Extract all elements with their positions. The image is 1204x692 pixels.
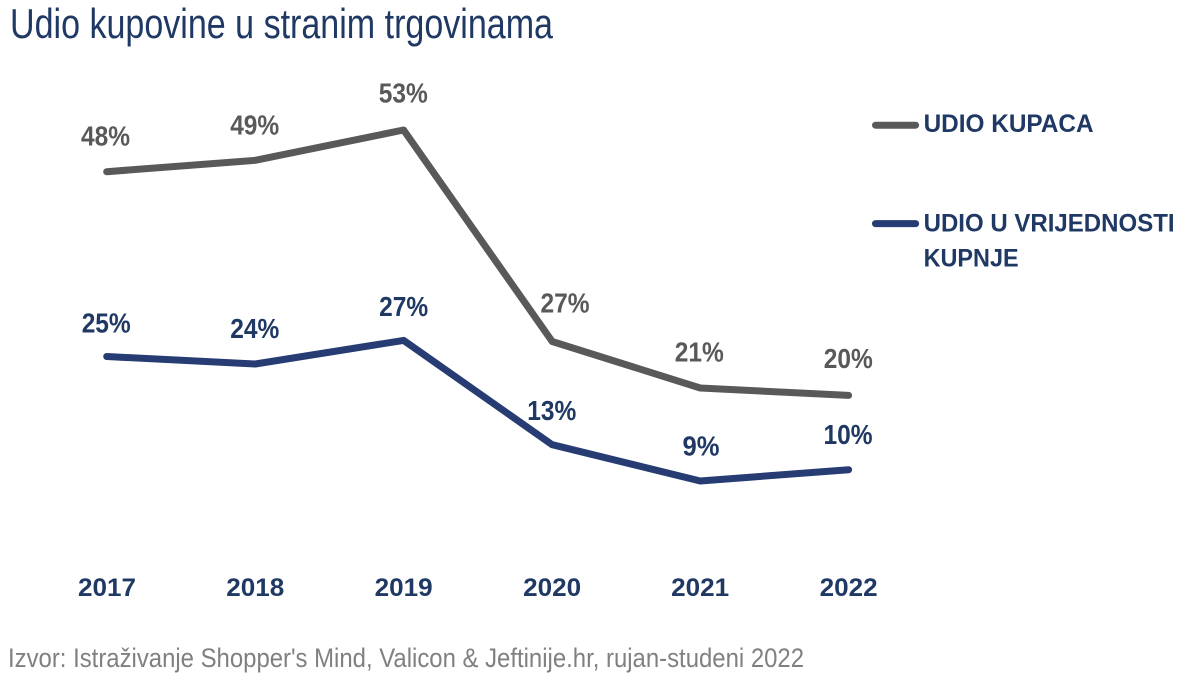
svg-text:20%: 20% bbox=[824, 343, 873, 374]
svg-text:49%: 49% bbox=[230, 110, 279, 141]
svg-text:21%: 21% bbox=[675, 337, 724, 368]
svg-text:UDIO U VRIJEDNOSTI: UDIO U VRIJEDNOSTI bbox=[924, 210, 1175, 238]
svg-text:Izvor: Istraživanje Shopper's: Izvor: Istraživanje Shopper's Mind, Vali… bbox=[8, 643, 804, 673]
svg-text:2020: 2020 bbox=[523, 574, 581, 602]
svg-text:UDIO KUPACA: UDIO KUPACA bbox=[924, 110, 1094, 138]
svg-text:24%: 24% bbox=[230, 313, 279, 344]
svg-text:27%: 27% bbox=[541, 288, 590, 319]
svg-text:53%: 53% bbox=[379, 77, 428, 108]
svg-text:2022: 2022 bbox=[820, 574, 878, 602]
svg-text:25%: 25% bbox=[82, 308, 131, 339]
svg-text:KUPNJE: KUPNJE bbox=[924, 244, 1019, 272]
svg-text:2021: 2021 bbox=[671, 574, 729, 602]
svg-text:9%: 9% bbox=[683, 430, 720, 461]
svg-text:2017: 2017 bbox=[78, 574, 136, 602]
svg-text:10%: 10% bbox=[824, 419, 873, 450]
svg-text:48%: 48% bbox=[81, 121, 130, 152]
svg-text:2019: 2019 bbox=[375, 574, 433, 602]
svg-text:27%: 27% bbox=[379, 291, 428, 322]
svg-text:Udio kupovine u stranim trgovi: Udio kupovine u stranim trgovinama bbox=[10, 0, 554, 47]
svg-text:2018: 2018 bbox=[226, 574, 284, 602]
svg-text:13%: 13% bbox=[527, 395, 576, 426]
